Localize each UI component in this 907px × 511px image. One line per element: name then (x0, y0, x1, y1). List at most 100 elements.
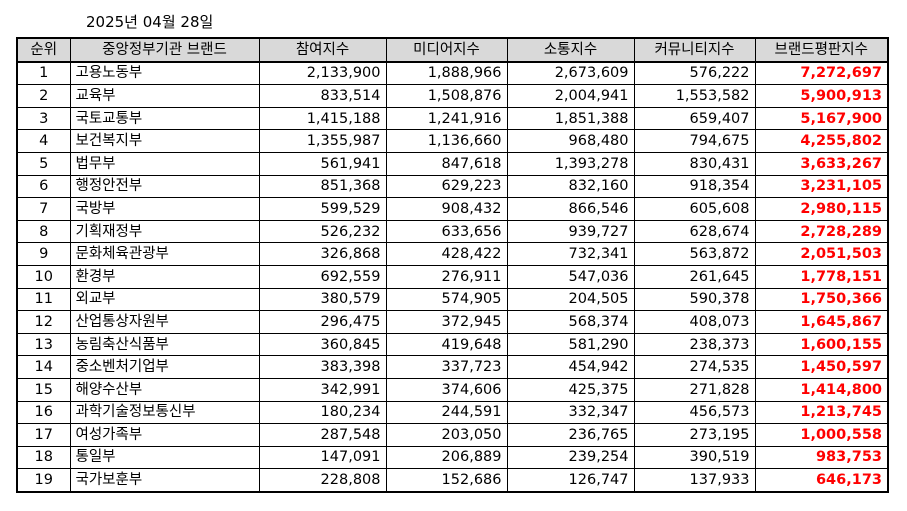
participation-cell: 599,529 (258, 197, 387, 221)
table-row: 9 문화체육관광부 326,868 428,422 732,341 563,872 2,05… (16, 242, 889, 266)
community-cell: 590,378 (633, 287, 756, 312)
participation-cell: 692,559 (258, 264, 387, 289)
reputation-total-cell: 1,450,597 (754, 355, 889, 379)
rank-cell: 17 (16, 423, 71, 447)
media-cell: 419,648 (385, 332, 508, 357)
reputation-total-cell: 2,051,503 (754, 242, 889, 266)
reputation-total-cell: 3,633,267 (754, 151, 889, 176)
communication-cell: 2,004,941 (506, 84, 635, 108)
agency-name-cell: 중소벤처기업부 (69, 355, 260, 379)
table-row: 5 법무부 561,941 847,618 1,393,278 830,431 3,633,… (16, 151, 889, 176)
participation-cell: 326,868 (258, 242, 387, 266)
agency-name-cell: 국가보훈부 (69, 468, 260, 493)
media-cell: 244,591 (385, 400, 508, 425)
communication-cell: 866,546 (506, 197, 635, 221)
reputation-total-cell: 7,272,697 (754, 61, 889, 86)
reputation-total-cell: 1,213,745 (754, 400, 889, 425)
participation-cell: 2,133,900 (258, 61, 387, 86)
rank-cell: 5 (16, 151, 71, 176)
communication-cell: 2,673,609 (506, 61, 635, 86)
participation-cell: 1,415,188 (258, 106, 387, 131)
community-cell: 1,553,582 (633, 84, 756, 108)
community-cell: 271,828 (633, 377, 756, 402)
table-row: 11 외교부 380,579 574,905 204,505 590,378 1,750,3… (16, 287, 889, 312)
agency-name-cell: 농림축산식품부 (69, 332, 260, 357)
media-cell: 206,889 (385, 445, 508, 470)
rank-cell: 16 (16, 400, 71, 425)
reputation-total-cell: 2,980,115 (754, 197, 889, 221)
community-cell: 576,222 (633, 61, 756, 86)
agency-name-cell: 여성가족부 (69, 423, 260, 447)
media-cell: 337,723 (385, 355, 508, 379)
agency-name-cell: 문화체육관광부 (69, 242, 260, 266)
rank-cell: 9 (16, 242, 71, 266)
reputation-total-cell: 1,750,366 (754, 287, 889, 312)
rank-cell: 2 (16, 84, 71, 108)
communication-cell: 581,290 (506, 332, 635, 357)
table-row: 4 보건복지부 1,355,987 1,136,660 968,480 794,675 4,… (16, 129, 889, 153)
media-cell: 574,905 (385, 287, 508, 312)
table-row: 19 국가보훈부 228,808 152,686 126,747 137,933 646,1… (16, 468, 889, 493)
reputation-total-cell: 646,173 (754, 468, 889, 493)
media-cell: 1,241,916 (385, 106, 508, 131)
table-row: 17 여성가족부 287,548 203,050 236,765 273,195 1,000… (16, 423, 889, 447)
table-row: 15 해양수산부 342,991 374,606 425,375 271,828 1,414… (16, 377, 889, 402)
media-cell: 633,656 (385, 219, 508, 244)
participation-cell: 561,941 (258, 151, 387, 176)
table-row: 8 기획재정부 526,232 633,656 939,727 628,674 2,728,… (16, 219, 889, 244)
community-cell: 261,645 (633, 264, 756, 289)
community-cell: 137,933 (633, 468, 756, 493)
header-communication: 소통지수 (506, 37, 635, 63)
rank-cell: 11 (16, 287, 71, 312)
community-cell: 238,373 (633, 332, 756, 357)
participation-cell: 287,548 (258, 423, 387, 447)
reputation-total-cell: 4,255,802 (754, 129, 889, 153)
media-cell: 374,606 (385, 377, 508, 402)
media-cell: 847,618 (385, 151, 508, 176)
participation-cell: 228,808 (258, 468, 387, 493)
participation-cell: 147,091 (258, 445, 387, 470)
reputation-total-cell: 1,600,155 (754, 332, 889, 357)
rank-cell: 18 (16, 445, 71, 470)
community-cell: 563,872 (633, 242, 756, 266)
communication-cell: 204,505 (506, 287, 635, 312)
media-cell: 372,945 (385, 310, 508, 334)
table-row: 16 과학기술정보통신부 180,234 244,591 332,347 456,573 1… (16, 400, 889, 425)
header-reputation: 브랜드평판지수 (754, 37, 889, 63)
rank-cell: 6 (16, 174, 71, 199)
media-cell: 152,686 (385, 468, 508, 493)
communication-cell: 239,254 (506, 445, 635, 470)
community-cell: 918,354 (633, 174, 756, 199)
communication-cell: 968,480 (506, 129, 635, 153)
brand-reputation-table: 순위 중앙정부기관 브랜드 참여지수 미디어지수 소통지수 커뮤니티지수 브랜드… (16, 37, 889, 493)
rank-cell: 15 (16, 377, 71, 402)
table-row: 6 행정안전부 851,368 629,223 832,160 918,354 3,231,… (16, 174, 889, 199)
participation-cell: 342,991 (258, 377, 387, 402)
table-row: 13 농림축산식품부 360,845 419,648 581,290 238,373 1,6… (16, 332, 889, 357)
table-row: 7 국방부 599,529 908,432 866,546 605,608 2,980,11… (16, 197, 889, 221)
agency-name-cell: 법무부 (69, 151, 260, 176)
agency-name-cell: 통일부 (69, 445, 260, 470)
reputation-total-cell: 5,900,913 (754, 84, 889, 108)
table-row: 12 산업통상자원부 296,475 372,945 568,374 408,073 1,6… (16, 310, 889, 334)
agency-name-cell: 과학기술정보통신부 (69, 400, 260, 425)
media-cell: 1,888,966 (385, 61, 508, 86)
participation-cell: 383,398 (258, 355, 387, 379)
communication-cell: 1,393,278 (506, 151, 635, 176)
media-cell: 908,432 (385, 197, 508, 221)
reputation-total-cell: 2,728,289 (754, 219, 889, 244)
reputation-total-cell: 983,753 (754, 445, 889, 470)
communication-cell: 939,727 (506, 219, 635, 244)
header-participation: 참여지수 (258, 37, 387, 63)
media-cell: 629,223 (385, 174, 508, 199)
community-cell: 456,573 (633, 400, 756, 425)
media-cell: 1,508,876 (385, 84, 508, 108)
agency-name-cell: 교육부 (69, 84, 260, 108)
media-cell: 1,136,660 (385, 129, 508, 153)
participation-cell: 526,232 (258, 219, 387, 244)
table-body: 1 고용노동부 2,133,900 1,888,966 2,673,609 576,222… (16, 61, 889, 493)
reputation-total-cell: 5,167,900 (754, 106, 889, 131)
agency-name-cell: 국토교통부 (69, 106, 260, 131)
communication-cell: 425,375 (506, 377, 635, 402)
reputation-total-cell: 1,778,151 (754, 264, 889, 289)
